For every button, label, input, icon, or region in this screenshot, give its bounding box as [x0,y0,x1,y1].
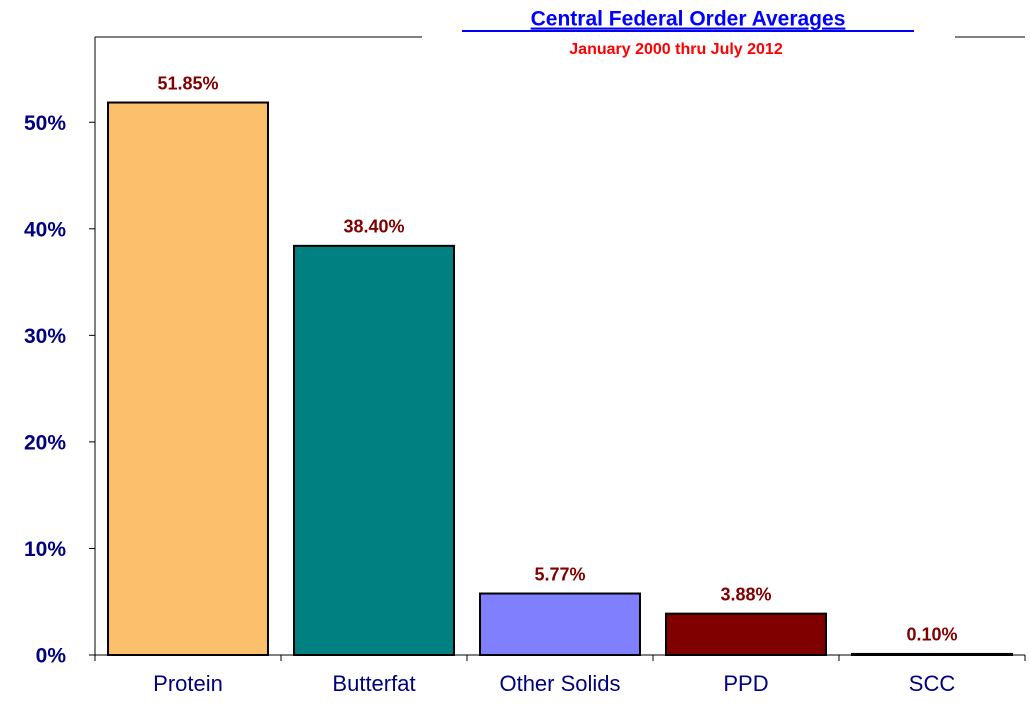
y-tick-label: 50% [24,112,66,135]
y-tick-label: 30% [24,325,66,348]
y-tick-label: 20% [24,431,66,454]
bar [107,101,269,657]
bar [479,592,641,656]
value-label: 38.40% [343,217,404,237]
value-label: 5.77% [534,564,585,584]
x-tick-label: PPD [723,671,768,696]
chart-title[interactable]: Central Federal Order Averages [531,8,846,31]
x-tick-label: Protein [153,671,223,696]
x-tick-label: Other Solids [499,671,620,696]
bar [293,244,455,657]
value-label: 3.88% [720,584,771,604]
x-tick-label: SCC [909,671,956,696]
chart-subtitle: January 2000 thru July 2012 [569,41,783,58]
title-backdrop [422,20,955,70]
value-label: 51.85% [157,73,218,93]
x-tick-label: Butterfat [332,671,415,696]
bar [665,612,827,657]
y-tick-label: 0% [36,645,67,668]
y-tick-label: 40% [24,218,66,241]
value-label: 0.10% [906,625,957,645]
bar [851,652,1013,657]
y-tick-label: 10% [24,538,66,561]
